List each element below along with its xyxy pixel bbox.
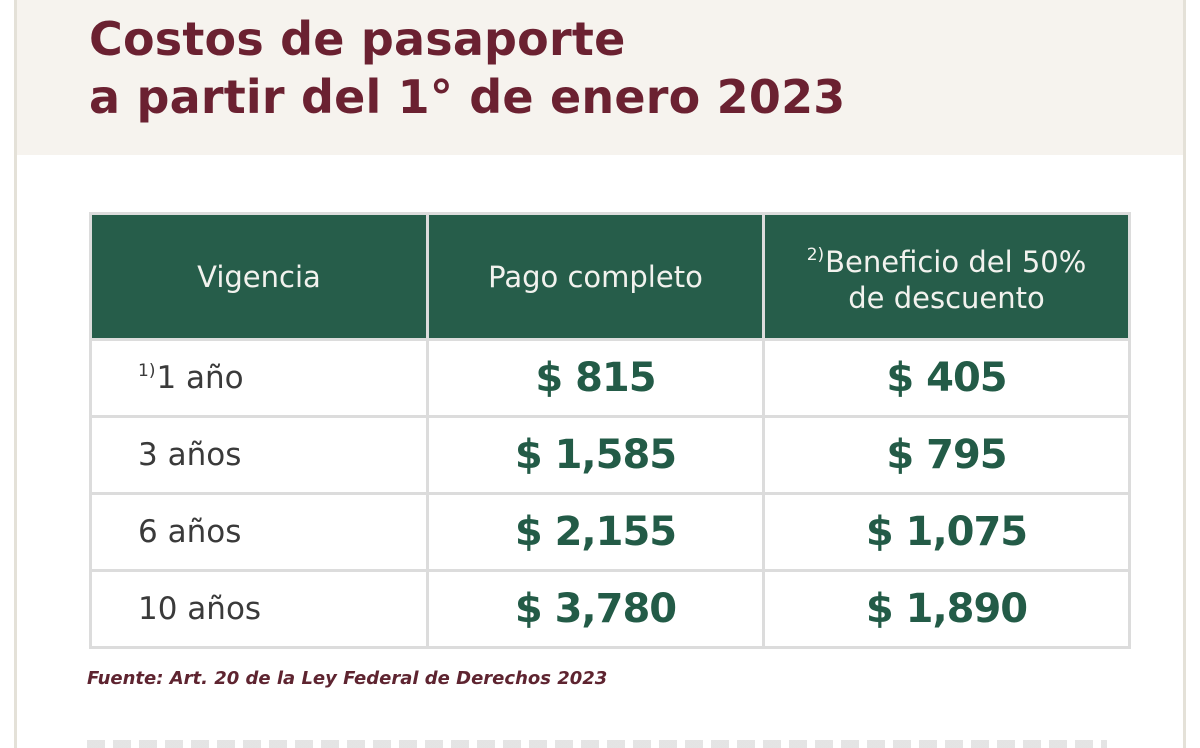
cell-vigencia: 3 años bbox=[89, 415, 429, 495]
column-header-vigencia: Vigencia bbox=[89, 212, 429, 341]
table-row: 1)1 año $ 815 $ 405 bbox=[89, 338, 1131, 418]
source-note: Fuente: Art. 20 de la Ley Federal de Der… bbox=[87, 668, 608, 689]
title-line-1: Costos de pasaporte bbox=[89, 12, 626, 66]
title-line-2: a partir del 1° de enero 2023 bbox=[89, 70, 846, 124]
table-header-row: Vigencia Pago completo 2)Beneficio del 5… bbox=[89, 212, 1131, 341]
cell-vigencia: 10 años bbox=[89, 569, 429, 649]
table-row: 10 años $ 3,780 $ 1,890 bbox=[89, 569, 1131, 649]
passport-costs-table: Vigencia Pago completo 2)Beneficio del 5… bbox=[89, 212, 1131, 649]
cell-pago-completo: $ 1,585 bbox=[425, 415, 766, 495]
table-row: 3 años $ 1,585 $ 795 bbox=[89, 415, 1131, 495]
cell-vigencia: 6 años bbox=[89, 492, 429, 572]
page-title: Costos de pasaporte a partir del 1° de e… bbox=[89, 10, 846, 126]
cell-descuento: $ 795 bbox=[762, 415, 1131, 495]
cell-descuento: $ 1,890 bbox=[762, 569, 1131, 649]
cell-descuento: $ 405 bbox=[762, 338, 1131, 418]
footnote-marker: 2) bbox=[806, 245, 825, 265]
column-header-beneficio-descuento: 2)Beneficio del 50% de descuento bbox=[762, 212, 1131, 341]
column-header-pago-completo: Pago completo bbox=[425, 212, 766, 341]
cell-pago-completo: $ 3,780 bbox=[425, 569, 766, 649]
column-header-line-2: de descuento bbox=[848, 281, 1045, 315]
header-band: Costos de pasaporte a partir del 1° de e… bbox=[17, 0, 1183, 155]
passport-costs-card: Costos de pasaporte a partir del 1° de e… bbox=[14, 0, 1186, 748]
table-row: 6 años $ 2,155 $ 1,075 bbox=[89, 492, 1131, 572]
column-header-line-1: 2)Beneficio del 50% bbox=[806, 245, 1087, 279]
footnote-marker: 1) bbox=[138, 361, 156, 381]
cell-pago-completo: $ 815 bbox=[425, 338, 766, 418]
cell-descuento: $ 1,075 bbox=[762, 492, 1131, 572]
cell-vigencia: 1)1 año bbox=[89, 338, 429, 418]
cropped-footnote-line bbox=[87, 740, 1107, 748]
cell-pago-completo: $ 2,155 bbox=[425, 492, 766, 572]
cropped-text-placeholder bbox=[87, 740, 1107, 748]
